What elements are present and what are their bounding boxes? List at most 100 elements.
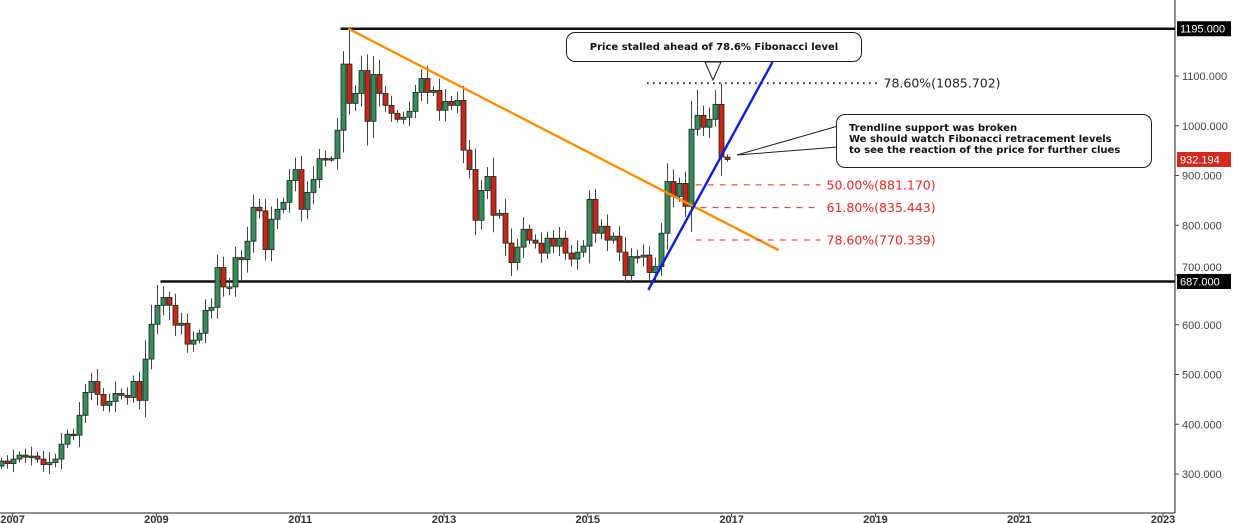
candle-body-down (562, 237, 569, 254)
callout-2-line-2: We should watch Fibonacci retracement le… (849, 134, 1112, 145)
candle (58, 432, 65, 470)
candle (622, 237, 629, 282)
candle (10, 449, 17, 473)
candle-body-down (502, 212, 509, 244)
candle-body-down (604, 225, 611, 241)
price-label-box (1177, 21, 1231, 37)
candle-body-up (58, 443, 65, 460)
y-tick-label: 500.000 (1182, 370, 1222, 382)
candle-body-up (232, 257, 239, 288)
candle-body-up (412, 92, 419, 112)
candle (466, 140, 473, 179)
candle (430, 86, 437, 97)
y-tick-label: 900.000 (1182, 171, 1222, 183)
candle-body-down (568, 252, 575, 260)
candle-body-up (406, 110, 413, 118)
candle (382, 86, 389, 112)
candle-body-up (10, 458, 17, 464)
candle-body-down (550, 237, 557, 247)
candle-body-down (364, 70, 371, 122)
candle (610, 232, 617, 244)
candle-body-down (622, 251, 629, 276)
candle (184, 313, 191, 353)
candle-body-up (106, 400, 113, 406)
fib-label-0: 78.60%(1085.702) (884, 76, 1001, 91)
candle-body-down (40, 458, 47, 465)
candle-body-down (166, 296, 173, 306)
callout-2-line-1: Trendline support was broken (849, 123, 1018, 134)
candle-body-down (466, 149, 473, 170)
y-tick-label: 600.000 (1182, 320, 1222, 332)
candle (256, 198, 263, 219)
y-tick-label: 1100.000 (1182, 71, 1227, 83)
candle (388, 95, 395, 122)
candle-body-up (574, 251, 581, 260)
candle-body-up (544, 237, 551, 254)
candle-body-up (664, 181, 671, 234)
candle-body-down (424, 78, 431, 93)
candle-body-up (478, 190, 485, 221)
candle-body-down (22, 454, 29, 458)
candle (628, 248, 635, 283)
candle (448, 95, 455, 111)
callout-2-tail (736, 125, 839, 156)
candle-body-down (172, 304, 179, 326)
candle-body-down (100, 393, 107, 406)
candle (586, 190, 593, 264)
candle-body-up (610, 235, 617, 241)
candle (364, 54, 371, 146)
candle-body-down (322, 158, 329, 161)
candle (634, 249, 641, 264)
candle-body-up (454, 99, 461, 106)
candle (460, 85, 467, 164)
candle (160, 286, 167, 316)
candle (394, 109, 401, 123)
x-tick-label: 2009 (144, 514, 168, 523)
candle (664, 163, 671, 250)
candle (238, 250, 245, 280)
candle-body-up (46, 462, 53, 465)
candle-body-up (82, 392, 89, 416)
candle (514, 238, 521, 270)
candle (244, 226, 251, 273)
candle (232, 246, 239, 297)
candle (442, 89, 449, 122)
candle (166, 291, 173, 320)
candle (46, 452, 53, 474)
candle (118, 388, 125, 400)
candle (268, 206, 275, 262)
x-tick-label: 2023 (1151, 514, 1175, 523)
price-label-box (1177, 151, 1231, 167)
candle-body-up (652, 266, 659, 273)
candle (202, 299, 209, 344)
candle-body-up (76, 414, 83, 436)
candle (340, 51, 347, 153)
x-tick-label: 2011 (288, 514, 312, 523)
x-tick-label: 2019 (863, 514, 887, 523)
candle-body-down (388, 104, 395, 114)
candle (526, 224, 533, 245)
fib-label-3: 78.60%(770.339) (827, 233, 936, 248)
candle (22, 448, 29, 463)
candle-body-down (124, 394, 131, 398)
candle (328, 156, 335, 162)
candle-body-down (34, 455, 41, 460)
price-label: 1195.000 (1180, 24, 1225, 36)
y-tick-label: 700.000 (1182, 262, 1222, 274)
candle-body-up (148, 323, 155, 360)
candle (406, 101, 413, 127)
fib-label-1: 50.00%(881.170) (827, 177, 936, 192)
candle (496, 209, 503, 219)
candle-body-up (370, 74, 377, 122)
candle-body-down (538, 242, 545, 254)
candle-body-down (376, 74, 383, 94)
candle (286, 169, 293, 213)
candle (670, 169, 677, 208)
x-tick-label: 2013 (432, 514, 456, 523)
candle-body-up (430, 90, 437, 93)
candle-body-up (286, 180, 293, 203)
candle (100, 388, 107, 412)
candle-body-up (268, 218, 275, 251)
candle-body-down (70, 433, 77, 437)
